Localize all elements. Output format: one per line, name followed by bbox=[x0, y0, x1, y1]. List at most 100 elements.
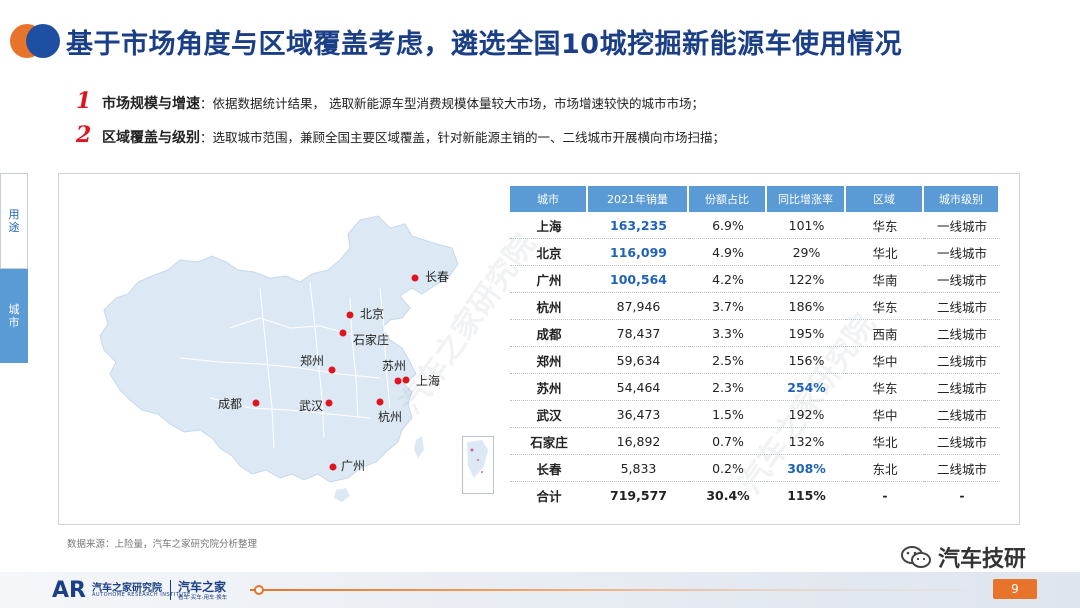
side-tab-char: 用 bbox=[8, 208, 20, 221]
criteria-number: 2 bbox=[76, 122, 92, 148]
table-cell: 4.2% bbox=[689, 266, 767, 293]
table-cell: 广州 bbox=[510, 266, 588, 293]
city-marker bbox=[328, 366, 336, 374]
table-cell: 30.4% bbox=[706, 488, 750, 503]
table-cell: 杭州 bbox=[510, 293, 588, 320]
table-cell: 二线城市 bbox=[924, 455, 1000, 482]
china-map-svg bbox=[99, 215, 459, 502]
table-row: 石家庄 16,892 0.7% 132% 华北 二线城市 bbox=[510, 428, 1000, 455]
city-marker bbox=[394, 377, 402, 385]
table-cell: - bbox=[959, 488, 965, 503]
table-cell: 186% bbox=[767, 293, 846, 320]
table-cell: 1.5% bbox=[689, 401, 767, 428]
table-cell: 0.7% bbox=[689, 428, 767, 455]
column-header[interactable]: 城市级别 bbox=[924, 186, 1000, 212]
table-cell: 192% bbox=[767, 401, 846, 428]
wechat-account-name: 汽车技研 bbox=[938, 547, 1027, 572]
table-cell: 156% bbox=[767, 347, 846, 374]
table-row: 广州 100,564 4.2% 122% 华南 一线城市 bbox=[510, 266, 1000, 293]
hainan-island bbox=[334, 488, 350, 502]
city-label: 武汉 bbox=[299, 399, 324, 413]
footer-ar-logo: AR bbox=[52, 578, 86, 603]
city-sales-table: 城市 2021年销量 份额占比 同比增涨率 区域 城市级别 上海 163,235 6.9% 10… bbox=[510, 186, 1000, 509]
column-header[interactable]: 同比增涨率 bbox=[767, 186, 846, 212]
table-cell: 2.5% bbox=[689, 347, 767, 374]
column-header[interactable]: 2021年销量 bbox=[588, 186, 689, 212]
criteria-2: 2 区域覆盖与级别 ：选取城市范围，兼顾全国主要区域覆盖，针对新能源主销的一、二… bbox=[76, 122, 1056, 148]
tab-usage[interactable]: 用途 bbox=[0, 173, 28, 269]
table-cell: 308% bbox=[767, 455, 846, 482]
table-cell: 二线城市 bbox=[924, 374, 1000, 401]
table-cell: 254% bbox=[767, 374, 846, 401]
column-header[interactable]: 城市 bbox=[510, 186, 588, 212]
city-label: 成都 bbox=[218, 397, 243, 411]
table-cell: 5,833 bbox=[588, 455, 689, 482]
table-cell: 二线城市 bbox=[924, 347, 1000, 374]
table-cell: 北京 bbox=[510, 239, 588, 266]
table-cell: 122% bbox=[767, 266, 846, 293]
china-outline bbox=[99, 215, 459, 483]
table-cell: 一线城市 bbox=[924, 266, 1000, 293]
column-header[interactable]: 区域 bbox=[846, 186, 924, 212]
city-label: 杭州 bbox=[378, 410, 403, 424]
table-cell: 4.9% bbox=[689, 239, 767, 266]
city-marker bbox=[339, 329, 347, 337]
city-label: 石家庄 bbox=[353, 333, 390, 347]
side-tab-char: 途 bbox=[8, 221, 20, 234]
table-row: 郑州 59,634 2.5% 156% 华中 二线城市 bbox=[510, 347, 1000, 374]
table-row: 杭州 87,946 3.7% 186% 华东 二线城市 bbox=[510, 293, 1000, 320]
footer-accent-dot bbox=[254, 585, 264, 595]
table-total-row: 合计 719,577 30.4% 115% - - bbox=[510, 482, 1000, 509]
province-borders bbox=[179, 281, 391, 449]
table-cell: 100,564 bbox=[588, 266, 689, 293]
table-cell: 16,892 bbox=[588, 428, 689, 455]
table-cell: 华东 bbox=[846, 374, 924, 401]
table-cell: 长春 bbox=[510, 455, 588, 482]
city-marker bbox=[376, 398, 384, 406]
table-cell: 36,473 bbox=[588, 401, 689, 428]
table-cell: 29% bbox=[767, 239, 846, 266]
footer-brand-research: 汽车之家研究院 bbox=[92, 583, 162, 594]
china-map: 长春 北京 石家庄 郑州 苏州 上海 成都 武汉 杭州 广州 bbox=[60, 178, 500, 523]
table-cell: 59,634 bbox=[588, 347, 689, 374]
table-cell: 54,464 bbox=[588, 374, 689, 401]
table-cell: 华北 bbox=[846, 239, 924, 266]
city-marker bbox=[346, 311, 354, 319]
table-cell: 132% bbox=[767, 428, 846, 455]
blue-circle-icon bbox=[26, 24, 60, 58]
taiwan-island bbox=[414, 436, 424, 458]
column-header[interactable]: 份额占比 bbox=[689, 186, 767, 212]
city-label: 苏州 bbox=[382, 359, 407, 373]
table-cell: 195% bbox=[767, 320, 846, 347]
wechat-account: 汽车技研 bbox=[900, 541, 1026, 573]
table-cell: 二线城市 bbox=[924, 320, 1000, 347]
table-cell: 合计 bbox=[536, 489, 562, 504]
side-tab-char: 城 bbox=[8, 303, 20, 316]
table-cell: 6.9% bbox=[689, 212, 767, 239]
side-tabs: 用途 城市 bbox=[0, 173, 28, 363]
city-marker bbox=[252, 399, 260, 407]
table-cell: 华南 bbox=[846, 266, 924, 293]
table-cell: 二线城市 bbox=[924, 293, 1000, 320]
tab-city[interactable]: 城市 bbox=[0, 269, 28, 363]
table-cell: 华北 bbox=[846, 428, 924, 455]
side-tab-char: 市 bbox=[8, 316, 20, 329]
table-cell: 116,099 bbox=[588, 239, 689, 266]
title-logo-circles bbox=[10, 24, 60, 58]
footer-brand-autohome-sub: 看车·买车·用车·换车 bbox=[178, 595, 228, 601]
table-row: 北京 116,099 4.9% 29% 华北 一线城市 bbox=[510, 239, 1000, 266]
footer-separator bbox=[170, 580, 171, 600]
table-cell: 115% bbox=[787, 488, 826, 503]
footer-brand-research-sub: AUTOHOME RESEARCH INSTITUTE bbox=[92, 592, 191, 598]
table-row: 武汉 36,473 1.5% 192% 华中 二线城市 bbox=[510, 401, 1000, 428]
table-cell: 成都 bbox=[510, 320, 588, 347]
table-cell: 3.7% bbox=[689, 293, 767, 320]
table-cell: 一线城市 bbox=[924, 212, 1000, 239]
table-cell: 0.2% bbox=[689, 455, 767, 482]
table-cell: 719,577 bbox=[610, 488, 667, 503]
wechat-icon bbox=[901, 546, 931, 568]
table-cell: 郑州 bbox=[510, 347, 588, 374]
table-row: 苏州 54,464 2.3% 254% 华东 二线城市 bbox=[510, 374, 1000, 401]
table-cell: 石家庄 bbox=[510, 428, 588, 455]
city-label: 北京 bbox=[360, 307, 385, 321]
